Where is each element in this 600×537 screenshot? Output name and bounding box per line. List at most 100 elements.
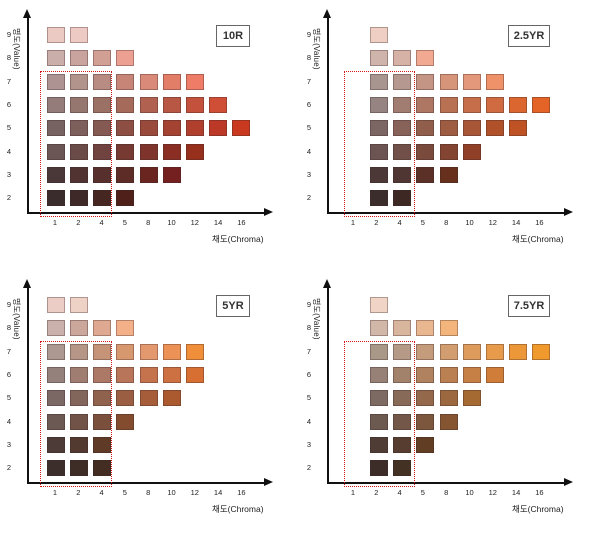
color-chip — [370, 166, 388, 183]
value-tick-label: 6 — [6, 369, 12, 379]
chroma-tick-label: 5 — [122, 488, 127, 497]
chroma-tick-label: 12 — [190, 218, 199, 227]
color-chip — [47, 143, 65, 160]
color-chip — [463, 120, 481, 137]
chroma-tick-label: 10 — [167, 218, 176, 227]
value-tick-label: 5 — [6, 123, 12, 133]
low-chroma-highlight — [344, 341, 415, 487]
chroma-tick-label: 2 — [76, 488, 81, 497]
color-chip — [116, 390, 134, 407]
value-tick-label: 7 — [6, 76, 12, 86]
color-chip — [93, 436, 111, 453]
color-chip — [393, 166, 411, 183]
chroma-tick-label: 14 — [511, 488, 521, 497]
color-chip — [393, 73, 411, 90]
chroma-axis-arrow — [564, 208, 573, 216]
color-chip — [509, 96, 527, 113]
color-chip — [116, 166, 134, 183]
color-chip — [440, 143, 458, 160]
color-chip — [440, 413, 458, 430]
color-chip — [186, 366, 204, 383]
color-chip — [486, 120, 504, 137]
color-chip — [416, 413, 434, 430]
value-tick-label: 8 — [6, 323, 12, 333]
color-chip — [440, 120, 458, 137]
value-tick-label: 6 — [306, 99, 312, 109]
color-chip — [47, 96, 65, 113]
color-chip — [47, 413, 65, 430]
color-chip — [440, 320, 458, 337]
low-chroma-highlight — [40, 71, 112, 217]
color-chip — [370, 96, 388, 113]
color-chip — [70, 190, 88, 207]
value-tick-label: 5 — [306, 393, 312, 403]
value-tick-label: 4 — [6, 146, 12, 156]
chroma-tick-label: 14 — [213, 488, 223, 497]
color-chip — [370, 190, 388, 207]
color-chip — [93, 413, 111, 430]
chroma-axis — [27, 208, 273, 216]
color-chip — [93, 390, 111, 407]
value-tick-label: 3 — [306, 169, 312, 179]
chroma-tick-label: 4 — [99, 488, 104, 497]
chroma-axis-label: 채도(Chroma) — [512, 504, 564, 514]
hue-label-box: 10R — [216, 25, 250, 47]
color-chip — [370, 143, 388, 160]
color-chip — [47, 27, 65, 43]
value-axis — [323, 9, 331, 213]
color-chip — [163, 120, 181, 137]
color-chip — [440, 390, 458, 407]
color-chip — [440, 166, 458, 183]
color-chip — [486, 73, 504, 90]
color-chip — [509, 343, 527, 360]
color-chip — [370, 27, 388, 43]
color-chip — [393, 366, 411, 383]
color-chip — [463, 343, 481, 360]
color-chip — [209, 96, 227, 113]
low-chroma-highlight — [344, 71, 415, 217]
color-chip — [93, 50, 111, 67]
color-chip — [70, 320, 88, 337]
chroma-tick-label: 8 — [444, 218, 449, 227]
color-chip — [140, 390, 158, 407]
chroma-tick-label: 16 — [237, 488, 246, 497]
color-chip — [116, 413, 134, 430]
color-chip — [463, 73, 481, 90]
chroma-tick-label: 5 — [122, 218, 127, 227]
value-tick-label: 2 — [306, 193, 312, 203]
color-chip — [140, 366, 158, 383]
color-chip — [116, 190, 134, 207]
color-chip — [463, 390, 481, 407]
color-chip — [93, 120, 111, 137]
value-tick-label: 9 — [6, 300, 12, 309]
color-chip — [116, 143, 134, 160]
chroma-axis-label: 채도(Chroma) — [212, 504, 264, 514]
munsell-panel-25YR: 명도(Value) 채도(Chroma) 9 8 7 6 5 4 3 2 1 2 4 5 8 10 12 14 16… — [300, 0, 600, 267]
color-chip — [416, 96, 434, 113]
color-chip — [47, 120, 65, 137]
color-chip — [70, 143, 88, 160]
value-tick-label: 5 — [6, 393, 12, 403]
color-chip — [532, 343, 550, 360]
value-tick-label: 2 — [306, 463, 312, 473]
color-chip — [70, 166, 88, 183]
chroma-axis — [27, 478, 273, 486]
chroma-tick-label: 12 — [488, 488, 497, 497]
color-chip — [440, 343, 458, 360]
value-tick-label: 7 — [306, 346, 312, 356]
color-chip — [47, 366, 65, 383]
color-chip — [163, 390, 181, 407]
value-tick-label: 8 — [6, 53, 12, 63]
color-chip — [186, 96, 204, 113]
color-chip — [532, 96, 550, 113]
hue-label-box: 2.5YR — [508, 25, 550, 47]
chroma-tick-label: 16 — [535, 218, 544, 227]
color-chip — [209, 120, 227, 137]
chroma-tick-label: 1 — [52, 218, 58, 227]
color-chip — [416, 320, 434, 337]
color-chip — [163, 343, 181, 360]
chroma-axis-arrow — [564, 478, 573, 486]
color-chip — [70, 460, 88, 477]
color-chip — [93, 343, 111, 360]
hue-label-box: 7.5YR — [508, 295, 550, 317]
